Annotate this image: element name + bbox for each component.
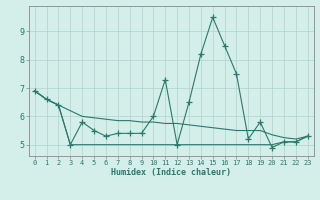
X-axis label: Humidex (Indice chaleur): Humidex (Indice chaleur) [111, 168, 231, 177]
